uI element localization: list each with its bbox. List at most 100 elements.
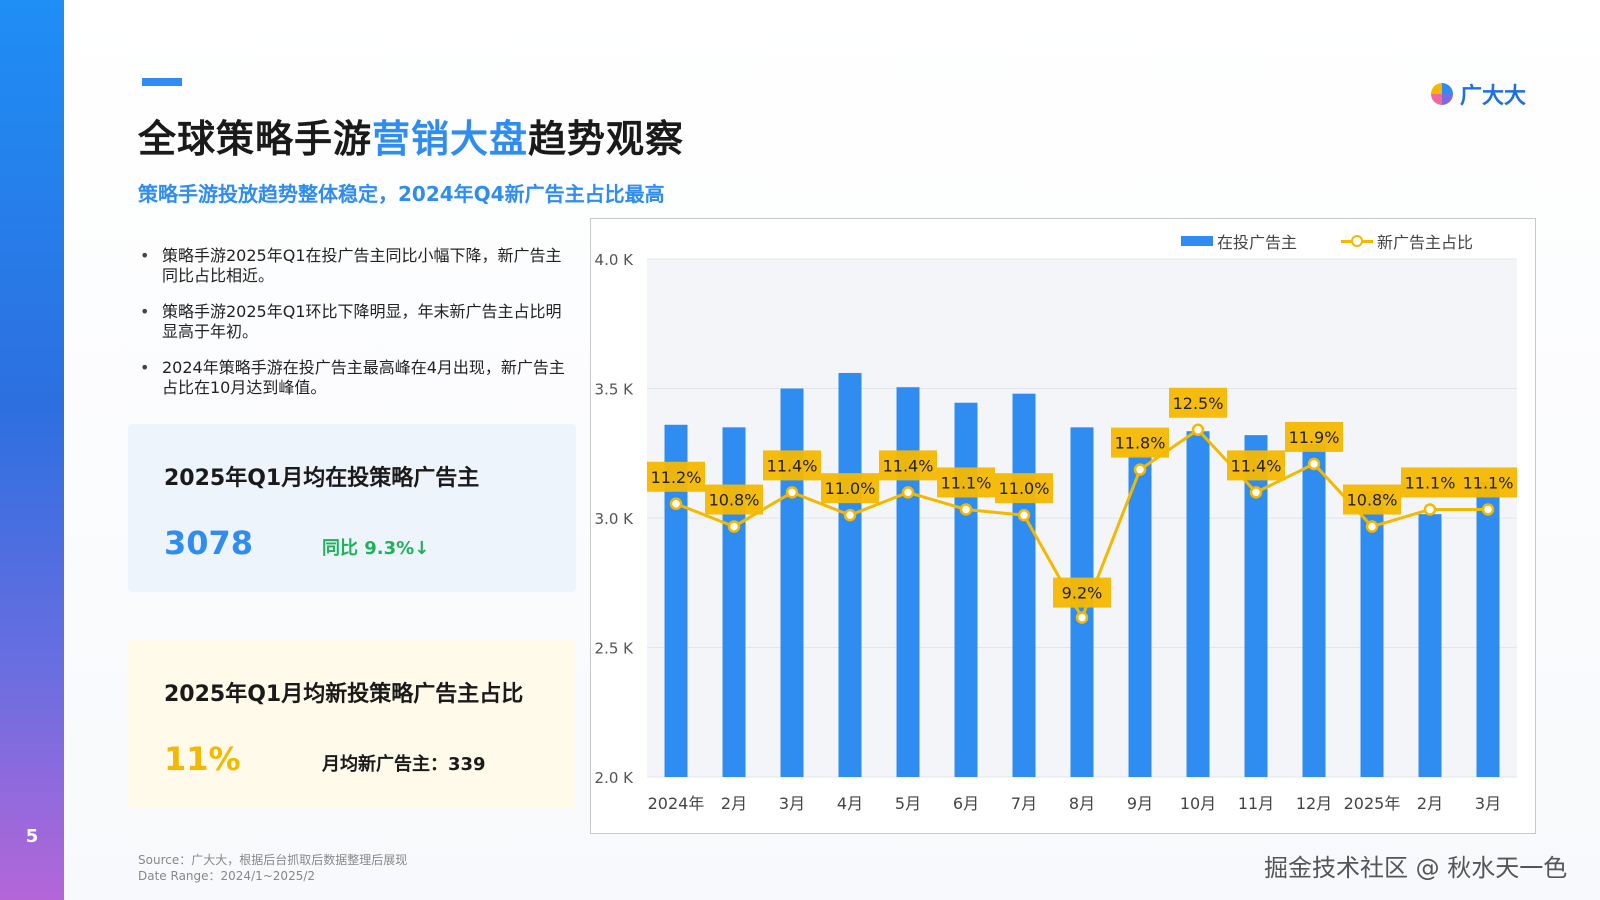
legend-bar-label: 在投广告主 — [1217, 233, 1298, 252]
line-point — [1481, 503, 1495, 516]
active-advertisers-yoy: 同比 9.3%↓ — [322, 538, 430, 559]
x-tick-label: 2025年 — [1344, 794, 1401, 813]
data-label-bg — [1053, 577, 1111, 608]
y-tick-label: 2.5 K — [595, 640, 635, 658]
page-subtitle: 策略手游投放趋势整体稳定，2024年Q4新广告主占比最高 — [138, 182, 665, 206]
data-label-bg — [1111, 427, 1169, 458]
data-label-bg — [1169, 387, 1227, 418]
data-label-bg — [1285, 421, 1343, 452]
title-part2: 趋势观察 — [528, 117, 685, 161]
data-label-bg — [995, 473, 1053, 504]
title-highlight: 营销大盘 — [372, 117, 529, 161]
brand-logo: 广大大 — [1430, 78, 1526, 110]
data-label: 11.1% — [941, 473, 992, 492]
bar-active-advertisers — [896, 387, 920, 777]
date-range-line: Date Range：2024/1~2025/2 — [138, 869, 316, 883]
bar-active-advertisers — [954, 402, 978, 777]
line-point — [1365, 520, 1379, 533]
bar-active-advertisers — [1128, 455, 1152, 777]
x-tick-label: 7月 — [1011, 794, 1037, 813]
line-point — [843, 508, 857, 522]
bar-active-advertisers — [1476, 481, 1500, 777]
x-tick-label: 3月 — [1475, 794, 1501, 813]
brand-logo-icon — [1431, 83, 1453, 105]
data-label: 11.0% — [825, 479, 876, 498]
watermark: 掘金技术社区 @ 秋水天一色 — [1264, 854, 1568, 882]
line-point — [1075, 611, 1089, 624]
data-label: 11.4% — [1231, 456, 1282, 475]
x-tick-label: 5月 — [895, 794, 921, 813]
bar-active-advertisers — [1186, 431, 1210, 777]
data-label: 11.8% — [1115, 434, 1166, 453]
line-point — [1307, 457, 1321, 471]
bar-active-advertisers — [1012, 393, 1036, 777]
data-label: 11.1% — [1405, 473, 1456, 492]
x-tick-label: 4月 — [837, 794, 863, 813]
data-label-bg — [705, 484, 763, 515]
y-tick-label: 3.0 K — [595, 510, 635, 528]
x-tick-label: 9月 — [1127, 794, 1153, 813]
line-point — [1249, 486, 1263, 499]
bar-active-advertisers — [1244, 435, 1268, 777]
data-label: 11.4% — [883, 456, 934, 475]
data-label-bg — [1459, 467, 1517, 498]
data-label-bg — [879, 450, 937, 481]
bullet-item: 策略手游2025年Q1在投广告主同比小幅下降，新广告主同比占比相近。 — [138, 246, 568, 286]
data-label-bg — [821, 473, 879, 504]
bar-active-advertisers — [722, 427, 746, 777]
bar-active-advertisers — [664, 424, 688, 777]
data-label-bg — [1227, 450, 1285, 481]
new-advertisers-title: 2025年Q1月均新投策略广告主占比 — [164, 682, 524, 707]
bar-active-advertisers — [1418, 514, 1442, 777]
y-tick-label: 4.0 K — [595, 251, 635, 269]
x-tick-label: 2024年 — [648, 794, 705, 813]
title-accent-bar — [142, 78, 182, 86]
data-label-bg — [937, 467, 995, 498]
data-label: 10.8% — [709, 491, 760, 510]
new-advertisers-value: 11% — [164, 740, 241, 778]
legend-bar-swatch — [1181, 236, 1213, 246]
data-label-bg — [1401, 467, 1459, 498]
x-tick-label: 8月 — [1069, 794, 1095, 813]
legend-line-swatch — [1341, 235, 1374, 247]
side-strip — [0, 0, 64, 900]
data-label: 9.2% — [1062, 584, 1103, 603]
data-label: 11.9% — [1289, 428, 1340, 447]
source-line: Source：广大大，根据后台抓取后数据整理后展现 — [138, 853, 408, 867]
y-tick-label: 2.0 K — [595, 769, 635, 787]
data-label: 11.2% — [651, 468, 702, 487]
x-tick-label: 6月 — [953, 794, 979, 813]
title-part1: 全球策略手游 — [138, 117, 373, 161]
x-tick-label: 11月 — [1238, 794, 1274, 813]
page-number: 5 — [25, 826, 39, 847]
insight-bullets: 策略手游2025年Q1在投广告主同比小幅下降，新广告主同比占比相近。 策略手游2… — [138, 246, 568, 414]
bullet-item: 2024年策略手游在投广告主最高峰在4月出现，新广告主占比在10月达到峰值。 — [138, 358, 568, 398]
bar-active-advertisers — [838, 372, 862, 777]
page-title: 全球策略手游营销大盘趋势观察 — [138, 108, 684, 163]
legend-line-label: 新广告主占比 — [1377, 233, 1474, 252]
x-tick-label: 10月 — [1180, 794, 1216, 813]
x-tick-label: 3月 — [779, 794, 805, 813]
line-point — [1423, 503, 1437, 516]
data-label: 12.5% — [1173, 394, 1224, 413]
bar-active-advertisers — [780, 388, 804, 777]
bar-active-advertisers — [1360, 490, 1384, 777]
legend-item-bars: 在投广告主 — [1181, 229, 1297, 253]
line-point — [785, 486, 799, 499]
active-advertisers-card: 2025年Q1月均在投策略广告主 3078 同比 9.3%↓ — [128, 424, 576, 592]
source-note: Source：广大大，根据后台抓取后数据整理后展现 Date Range：202… — [138, 852, 407, 884]
bullet-item: 策略手游2025年Q1环比下降明显，年末新广告主占比明显高于年初。 — [138, 302, 568, 342]
x-tick-label: 2月 — [1417, 794, 1443, 813]
y-tick-label: 3.5 K — [595, 381, 635, 399]
data-label-bg — [763, 450, 821, 481]
data-label: 11.1% — [1463, 473, 1514, 492]
line-point — [1133, 463, 1147, 476]
new-advertisers-monthly: 月均新广告主：339 — [322, 754, 486, 775]
advertiser-trend-chart: 在投广告主 新广告主占比 2.0 K 2.5 K 3.0 K 3.5 K 4.0 K 20… — [590, 218, 1536, 834]
line-point — [669, 497, 683, 511]
x-tick-label: 12月 — [1296, 794, 1332, 813]
active-advertisers-value: 3078 — [164, 524, 254, 562]
new-advertisers-card: 2025年Q1月均新投策略广告主占比 11% 月均新广告主：339 — [128, 640, 576, 808]
chart-legend: 在投广告主 新广告主占比 — [1181, 229, 1473, 253]
line-point — [959, 503, 973, 516]
